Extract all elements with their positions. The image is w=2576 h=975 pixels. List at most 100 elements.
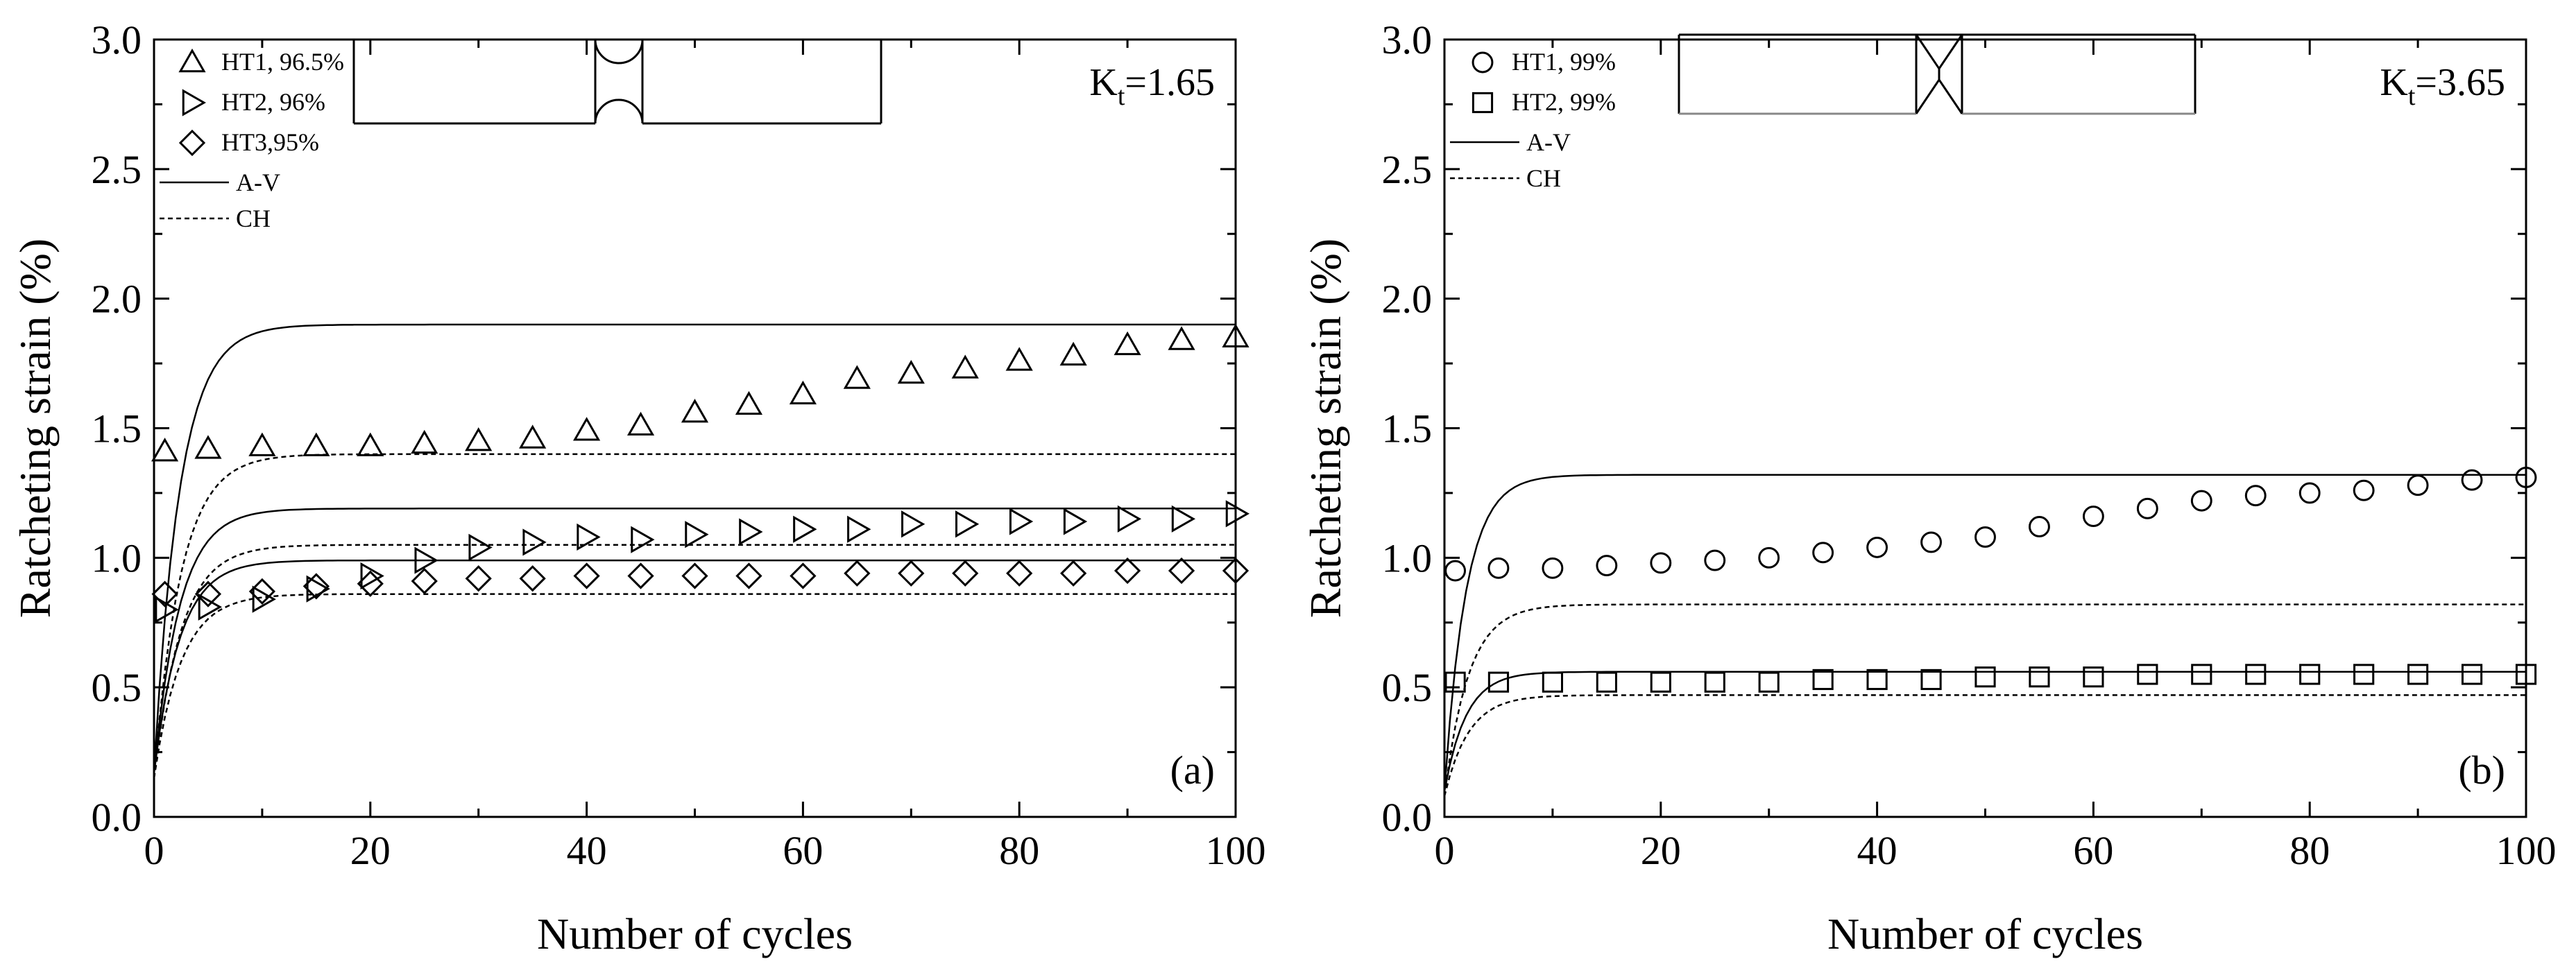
data-point-circle [1974,526,1996,548]
data-point-circle [1596,555,1618,576]
x-tick-label: 20 [1641,828,1681,873]
legend-marker-circle [1472,51,1494,74]
data-point-triangle-right [739,518,763,546]
data-point-diamond [519,565,546,592]
x-tick-label: 60 [783,828,823,873]
v-notch-specimen-drawing [1678,33,2197,115]
data-point-triangle-right [1063,508,1088,535]
y-tick-label: 0.5 [92,665,142,710]
x-tick-label: 60 [2073,828,2113,873]
legend-label: HT2, 96% [221,88,325,116]
data-point-square [1650,671,1671,693]
data-point-diamond [151,580,178,607]
data-point-diamond [411,567,438,595]
data-point-square [2407,664,2429,685]
plot-frame [153,38,1237,818]
y-tick-label: 2.5 [92,147,142,192]
legend-label: HT2, 99% [1512,88,1616,116]
data-point-triangle-up [573,417,601,441]
y-tick-label: 0.0 [1382,795,1433,840]
data-point-diamond [952,560,979,587]
data-point-triangle-up [789,380,817,405]
legend-label: CH [236,205,271,232]
data-point-square [2461,664,2483,685]
legend-marker-triangle-up [178,48,206,73]
data-point-square [1812,668,1834,691]
data-point-triangle-up [357,432,384,456]
data-point-square [2353,664,2375,685]
legend-marker-diamond [178,129,206,157]
x-tick-label: 0 [144,828,164,873]
legend-label: HT1, 96.5% [221,48,344,76]
data-point-diamond [844,560,871,587]
data-point-triangle-up [1168,326,1195,350]
data-point-square [2299,664,2321,685]
data-point-diamond [1222,557,1249,585]
legend-label: HT1, 99% [1512,48,1616,76]
panel-label: (a) [1170,748,1215,793]
model-curve-av [153,323,1236,773]
data-point-circle [2407,474,2429,497]
kt-annotation: Kt=1.65 [1089,61,1215,111]
data-point-square [2083,666,2104,688]
model-curve-ch [153,544,1236,779]
data-point-diamond [790,562,817,589]
data-point-diamond [194,580,222,607]
data-point-triangle-up [151,438,179,462]
x-axis-title: Number of cycles [537,909,853,958]
y-tick-label: 1.0 [1382,535,1433,580]
data-point-square [1487,671,1510,693]
data-point-triangle-right [198,593,222,621]
x-tick-label: 20 [350,828,391,873]
data-point-square [1542,671,1564,693]
data-point-triangle-right [955,510,980,538]
y-axis-title: Ratcheting strain (%) [10,239,60,618]
data-point-square [2515,664,2537,685]
data-point-triangle-right [1009,508,1034,535]
kt-annotation: Kt=3.65 [2380,61,2505,111]
data-point-square [1866,668,1888,691]
data-point-triangle-up [411,429,438,454]
y-tick-label: 1.5 [1382,406,1433,451]
model-curve-ch [153,453,1236,779]
y-tick-label: 1.5 [92,406,142,451]
data-point-triangle-up [1005,347,1033,371]
data-point-triangle-right [631,526,655,553]
data-point-diamond [302,573,330,600]
data-point-square [2137,664,2158,685]
data-point-circle [2244,485,2267,507]
data-point-circle [1758,546,1780,569]
y-tick-label: 0.5 [1382,665,1433,710]
data-point-diamond [465,565,492,592]
data-point-diamond [1168,557,1195,585]
data-point-triangle-right [793,515,817,543]
data-point-triangle-up [465,427,493,451]
x-tick-label: 80 [999,828,1039,873]
legend-label: A-V [236,169,280,196]
data-point-triangle-up [302,432,330,456]
data-point-triangle-right [1225,500,1250,528]
y-axis-title: Ratcheting strain (%) [1301,239,1350,618]
data-point-triangle-right [414,546,438,574]
data-point-triangle-right [1117,505,1142,533]
data-point-circle [1487,557,1510,579]
data-point-triangle-up [735,390,763,415]
data-point-circle [1866,536,1888,558]
data-point-square [1920,668,1942,691]
panel-label: (b) [2458,748,2505,793]
data-point-triangle-right [577,523,601,551]
model-curve-av [1443,474,2526,791]
data-point-triangle-right [901,510,926,538]
data-point-triangle-right [522,528,547,556]
data-point-triangle-right [1171,505,1196,533]
data-point-circle [2029,516,2050,537]
model-curve-ch [1443,603,2526,797]
x-tick-label: 40 [567,828,607,873]
y-tick-label: 2.0 [92,277,142,322]
model-curve-av [153,508,1236,773]
data-point-circle [1542,557,1564,579]
data-point-triangle-up [626,411,655,436]
data-point-triangle-up [843,365,871,389]
data-point-triangle-right [252,585,276,613]
data-point-triangle-up [951,354,979,379]
